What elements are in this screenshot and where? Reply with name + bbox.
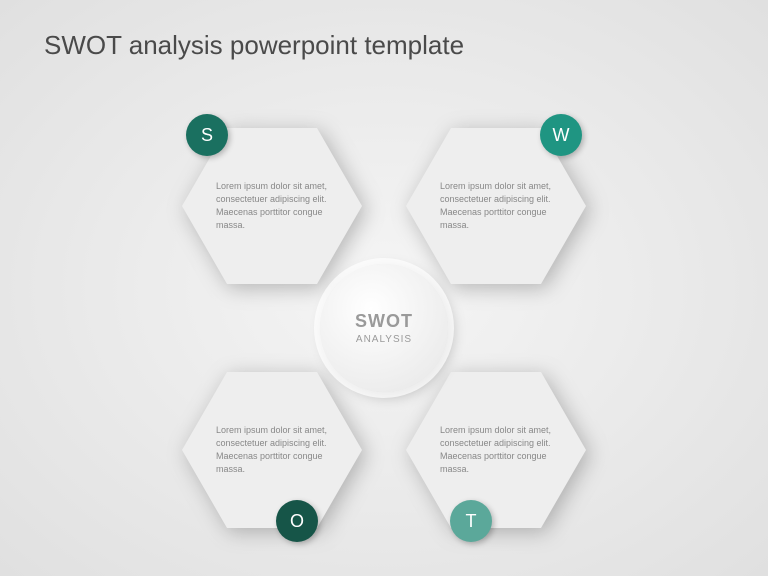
center-circle: SWOT ANALYSIS: [320, 264, 448, 392]
hexagon-threats: Lorem ipsum dolor sit amet, consectetuer…: [406, 372, 586, 528]
center-sub-label: ANALYSIS: [356, 334, 412, 345]
weaknesses-body: Lorem ipsum dolor sit amet, consectetuer…: [440, 180, 552, 232]
hexagon-shape: Lorem ipsum dolor sit amet, consectetuer…: [182, 372, 362, 528]
page-title: SWOT analysis powerpoint template: [44, 30, 464, 61]
badge-letter-s: S: [201, 125, 213, 146]
swot-diagram: Lorem ipsum dolor sit amet, consectetuer…: [134, 108, 634, 548]
badge-opportunities: O: [276, 500, 318, 542]
center-main-label: SWOT: [355, 311, 413, 332]
badge-letter-o: O: [290, 511, 304, 532]
badge-letter-w: W: [553, 125, 570, 146]
opportunities-body: Lorem ipsum dolor sit amet, consectetuer…: [216, 424, 328, 476]
hexagon-shape: Lorem ipsum dolor sit amet, consectetuer…: [406, 372, 586, 528]
badge-letter-t: T: [466, 511, 477, 532]
badge-weaknesses: W: [540, 114, 582, 156]
badge-strengths: S: [186, 114, 228, 156]
strengths-body: Lorem ipsum dolor sit amet, consectetuer…: [216, 180, 328, 232]
hexagon-opportunities: Lorem ipsum dolor sit amet, consectetuer…: [182, 372, 362, 528]
badge-threats: T: [450, 500, 492, 542]
threats-body: Lorem ipsum dolor sit amet, consectetuer…: [440, 424, 552, 476]
